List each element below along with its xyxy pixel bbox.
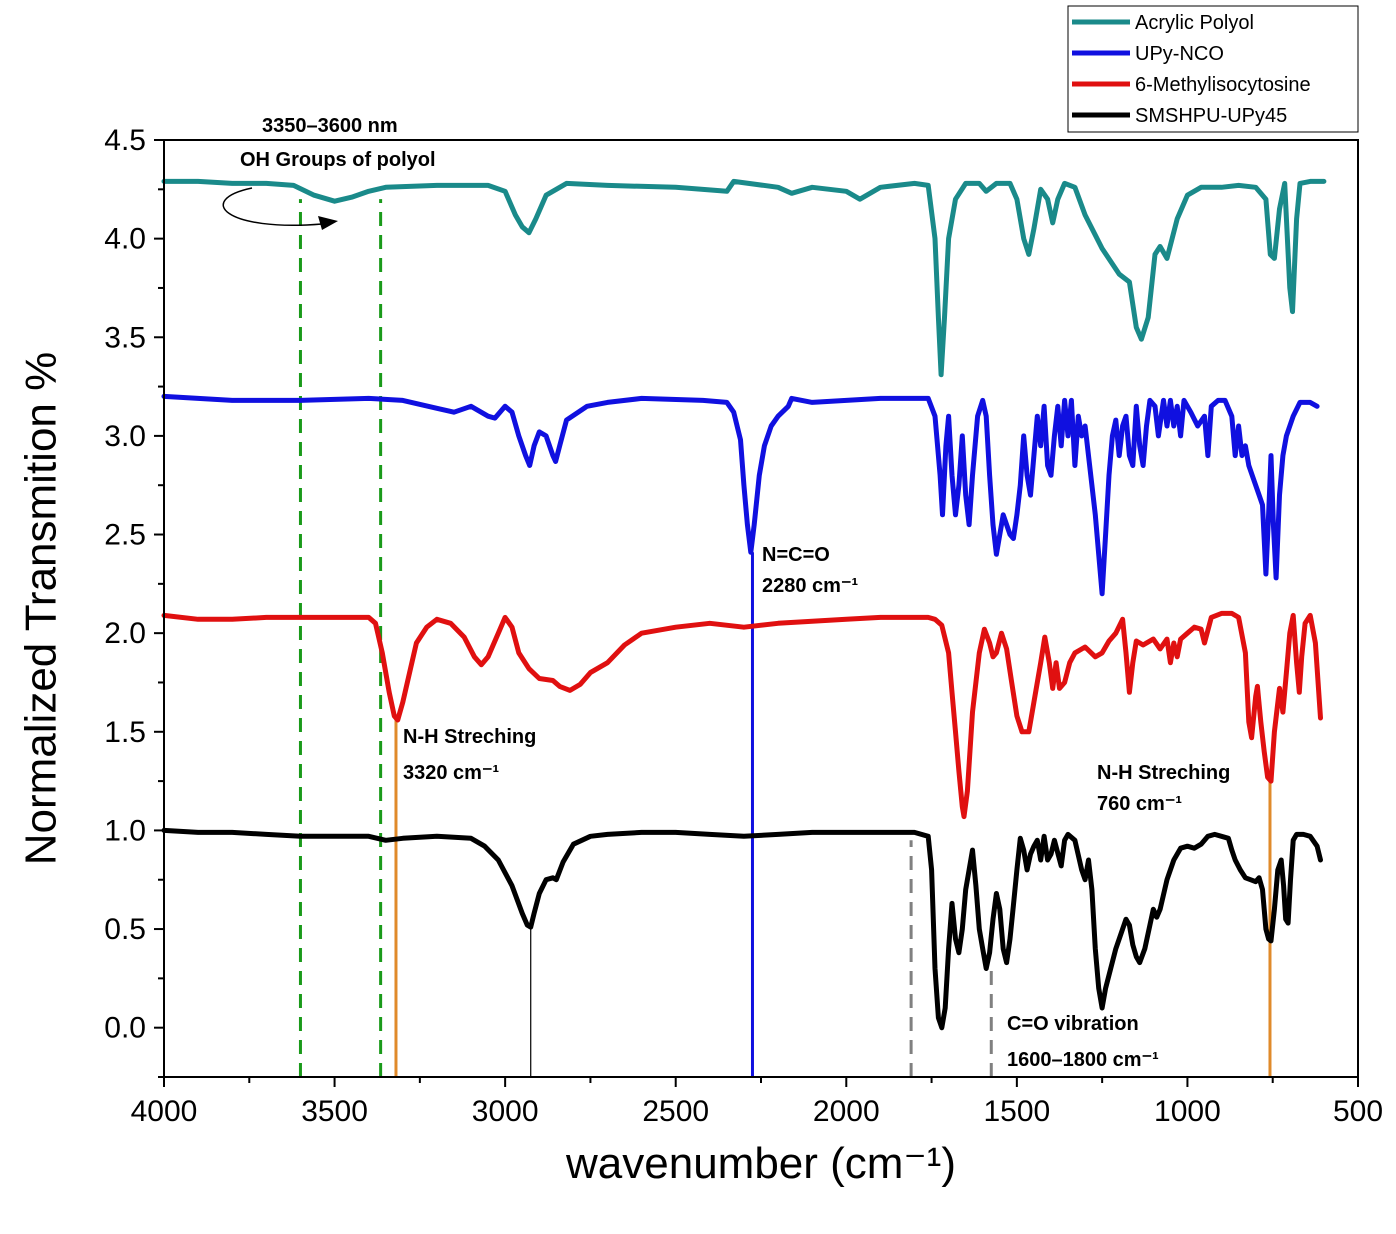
annotation-text: 3320 cm⁻¹: [403, 762, 500, 784]
y-tick-label: 0.5: [104, 913, 146, 946]
curved-arrow: [222, 187, 323, 226]
legend-label: 6-Methylisocytosine: [1135, 74, 1311, 96]
legend-label: Acrylic Polyol: [1135, 12, 1254, 34]
y-tick-label: 1.5: [104, 716, 146, 749]
y-tick-label: 0.0: [104, 1012, 146, 1045]
x-tick-label: 4000: [131, 1095, 198, 1128]
series-line: [161, 178, 1327, 378]
legend: Acrylic Polyol UPy-NCO 6-Methylisocytosine…: [1067, 5, 1359, 133]
x-tick-label: 3500: [301, 1095, 368, 1128]
annotations: 3350–3600 nm OH Groups of polyol N=C=O 2280…: [222, 115, 1230, 1071]
x-tick-label: 500: [1333, 1095, 1383, 1128]
y-axis-title: Normalized Transmition %: [16, 352, 65, 866]
annotation-text: N=C=O: [762, 544, 830, 566]
series-line: [161, 610, 1323, 820]
annotation-text: C=O vibration: [1007, 1013, 1139, 1035]
x-tick-label: 2500: [642, 1095, 709, 1128]
annotation-text: 760 cm⁻¹: [1097, 793, 1182, 815]
series-line: [161, 827, 1323, 1031]
annotation-text: OH Groups of polyol: [240, 149, 436, 171]
x-tick-label: 1500: [983, 1095, 1050, 1128]
annotation-text: N-H Streching: [1097, 762, 1230, 784]
x-tick-label: 1000: [1154, 1095, 1221, 1128]
annotation-text: N-H Streching: [403, 726, 536, 748]
spectra-series: [161, 178, 1327, 1031]
x-axis-ticks: 4000 3500 3000 2500 2000 1500 1000 500: [131, 1077, 1383, 1128]
y-tick-label: 3.0: [104, 420, 146, 453]
annotation-text: 1600–1800 cm⁻¹: [1007, 1049, 1159, 1071]
y-tick-label: 2.0: [104, 617, 146, 650]
y-tick-label: 1.0: [104, 814, 146, 847]
annotation-text: 2280 cm⁻¹: [762, 575, 859, 597]
y-axis-ticks: 0.0 0.5 1.0 1.5 2.0 2.5 3.0 3.5 4.0 4.5: [104, 124, 164, 1078]
y-tick-label: 3.5: [104, 321, 146, 354]
legend-label: SMSHPU-UPy45: [1135, 105, 1287, 127]
x-tick-label: 2000: [813, 1095, 880, 1128]
series-line: [161, 393, 1320, 597]
x-tick-label: 3000: [472, 1095, 539, 1128]
annotation-text: 3350–3600 nm: [262, 115, 398, 137]
x-axis-title: wavenumber (cm⁻¹): [565, 1139, 956, 1188]
y-tick-label: 4.5: [104, 124, 146, 157]
y-tick-label: 2.5: [104, 519, 146, 552]
legend-label: UPy-NCO: [1135, 43, 1224, 65]
y-tick-label: 4.0: [104, 223, 146, 256]
legend-box: [1067, 5, 1359, 133]
plot-frame: [163, 139, 1359, 1078]
arrow-head: [318, 216, 338, 230]
